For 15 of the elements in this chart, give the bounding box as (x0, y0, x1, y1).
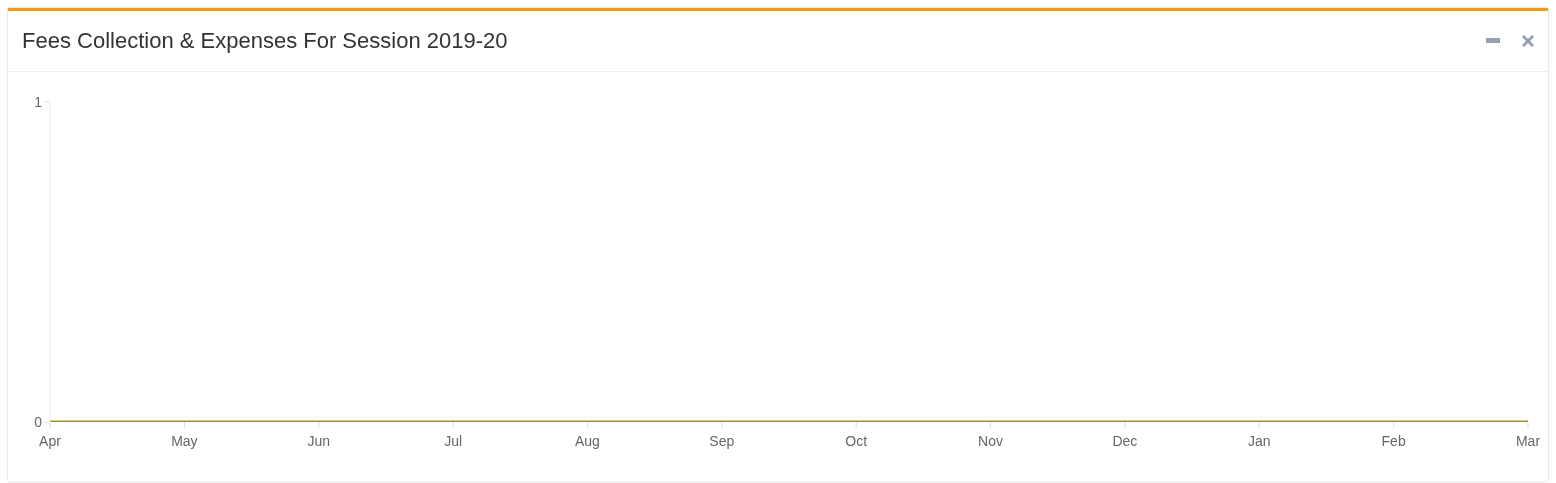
x-tick-label: Mar (1515, 432, 1541, 449)
x-tick-label: Feb (1381, 432, 1406, 449)
chart-title: Fees Collection & Expenses For Session 2019-20 (22, 28, 509, 54)
x-tick-label: May (171, 432, 198, 449)
x-tick-label: Apr (39, 432, 62, 449)
x-tick-label: Jul (444, 432, 463, 449)
y-tick-label: 1 (34, 93, 43, 110)
x-tick-label: Aug (574, 432, 600, 449)
x-tick-label: Oct (845, 432, 868, 449)
y-tick-label: 0 (34, 413, 43, 430)
x-tick-label: Sep (709, 432, 735, 449)
x-tick-label: Jan (1247, 432, 1271, 449)
x-tick-label: Dec (1112, 432, 1138, 449)
x-tick-label: Nov (978, 432, 1003, 449)
x-tick-label: Jun (307, 432, 331, 449)
